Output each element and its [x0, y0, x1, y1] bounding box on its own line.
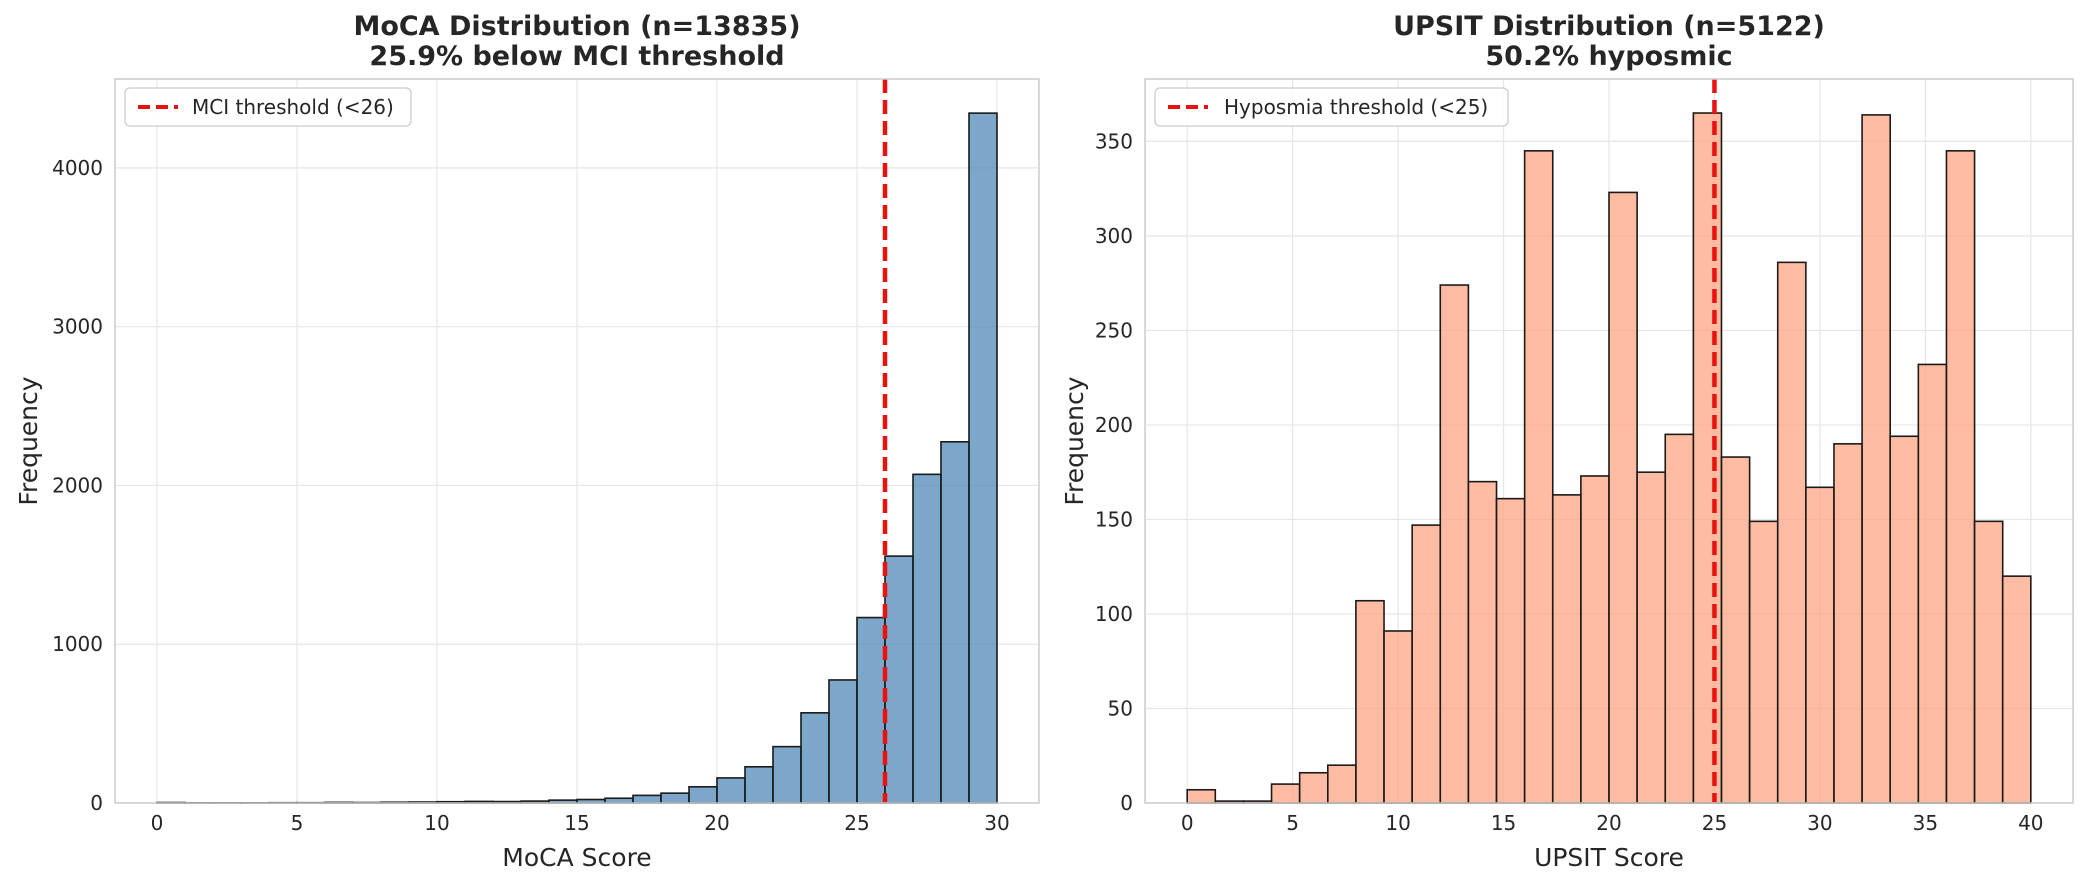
moca-bar [688, 786, 718, 804]
upsit-x-axis-label: UPSIT Score [1534, 843, 1684, 872]
upsit-bar [1805, 486, 1835, 804]
moca-bar [744, 765, 774, 804]
upsit-bar [1917, 363, 1948, 804]
upsit-bar [1748, 520, 1779, 804]
moca-y-tick-label: 1000 [52, 632, 103, 656]
upsit-bar [1523, 150, 1554, 804]
upsit-bar [1608, 191, 1638, 804]
moca-x-tick-label: 5 [291, 811, 304, 835]
moca-x-tick-label: 25 [844, 811, 869, 835]
upsit-bar [1439, 284, 1470, 804]
upsit-x-tick-label: 15 [1491, 811, 1516, 835]
upsit-bar [1467, 480, 1498, 804]
upsit-bar [1383, 630, 1413, 804]
upsit-bar [1411, 524, 1442, 804]
upsit-y-tick-label: 300 [1095, 224, 1133, 248]
moca-y-tick-label: 2000 [52, 473, 103, 497]
upsit-bar [1973, 520, 2004, 804]
moca-legend-label: MCI threshold (<26) [192, 95, 394, 119]
upsit-bar [1833, 443, 1863, 804]
moca-bar [772, 745, 802, 804]
upsit-plot-frame [1144, 78, 2074, 804]
moca-chart-subtitle: 25.9% below MCI threshold [369, 41, 784, 72]
upsit-bar [1945, 150, 1976, 804]
moca-legend: MCI threshold (<26) [124, 87, 412, 127]
upsit-y-tick-label: 350 [1095, 129, 1133, 153]
upsit-bar [1692, 112, 1723, 804]
moca-bar [884, 555, 914, 804]
moca-x-tick-label: 15 [564, 811, 589, 835]
moca-x-axis-label: MoCA Score [502, 843, 651, 872]
moca-chart: MoCA Distribution (n=13835) 25.9% below … [14, 11, 1040, 872]
upsit-bar [1664, 433, 1695, 804]
upsit-bars [1186, 112, 2032, 804]
moca-x-tick-label: 20 [704, 811, 729, 835]
upsit-bar [1580, 475, 1610, 804]
moca-y-ticks: 0 1000 2000 3000 4000 [52, 156, 103, 815]
upsit-bar [1186, 788, 1217, 804]
moca-plot-frame [114, 78, 1040, 804]
upsit-bar [2001, 575, 2032, 804]
moca-bar [856, 616, 886, 804]
upsit-chart: UPSIT Distribution (n=5122) 50.2% hyposm… [1060, 11, 2074, 872]
moca-y-tick-label: 0 [90, 791, 103, 815]
moca-bar [660, 792, 690, 804]
upsit-y-axis-label: Frequency [1060, 376, 1089, 505]
moca-bar [716, 777, 746, 804]
moca-x-tick-label: 0 [151, 811, 164, 835]
upsit-bar [1355, 599, 1385, 804]
upsit-x-tick-label: 40 [2018, 811, 2043, 835]
upsit-bar [1889, 435, 1920, 804]
moca-bar [968, 112, 998, 804]
moca-y-axis-label: Frequency [14, 376, 43, 505]
upsit-y-ticks: 0 50 100 150 200 250 300 350 [1095, 129, 1133, 815]
upsit-y-tick-label: 100 [1095, 602, 1133, 626]
upsit-x-ticks: 0 5 10 15 20 25 30 35 40 [1181, 811, 2044, 835]
upsit-bar [1495, 497, 1526, 804]
upsit-x-tick-label: 20 [1596, 811, 1621, 835]
upsit-y-tick-label: 0 [1120, 791, 1133, 815]
upsit-bar [1861, 114, 1892, 804]
upsit-bar [1326, 764, 1357, 804]
upsit-x-tick-label: 0 [1181, 811, 1194, 835]
upsit-x-tick-label: 10 [1385, 811, 1410, 835]
moca-bars [156, 112, 998, 804]
moca-y-tick-label: 4000 [52, 156, 103, 180]
upsit-bar [1551, 494, 1582, 804]
upsit-y-tick-label: 200 [1095, 413, 1133, 437]
upsit-y-tick-label: 250 [1095, 318, 1133, 342]
moca-chart-title: MoCA Distribution (n=13835) [353, 11, 800, 42]
moca-x-tick-label: 30 [984, 811, 1009, 835]
moca-bar [828, 679, 858, 804]
upsit-x-tick-label: 5 [1286, 811, 1299, 835]
moca-bar [912, 473, 942, 804]
upsit-legend-label: Hyposmia threshold (<25) [1224, 95, 1488, 119]
upsit-bar [1636, 471, 1667, 804]
upsit-x-tick-label: 30 [1807, 811, 1832, 835]
upsit-bar [1298, 771, 1329, 804]
moca-legend-box [124, 87, 412, 127]
moca-x-ticks: 0 5 10 15 20 25 30 [151, 811, 1010, 835]
upsit-bar [1776, 261, 1807, 804]
upsit-bar [1270, 783, 1301, 804]
moca-bar [940, 440, 970, 804]
upsit-legend-box [1154, 87, 1509, 127]
upsit-chart-subtitle: 50.2% hyposmic [1485, 41, 1732, 72]
upsit-x-tick-label: 35 [1913, 811, 1938, 835]
moca-bar [800, 712, 830, 804]
moca-x-tick-label: 10 [424, 811, 449, 835]
upsit-bar [1720, 456, 1751, 804]
moca-y-tick-label: 3000 [52, 315, 103, 339]
upsit-chart-title: UPSIT Distribution (n=5122) [1393, 11, 1825, 42]
moca-bar [632, 794, 662, 804]
upsit-y-tick-label: 150 [1095, 507, 1133, 531]
upsit-y-tick-label: 50 [1108, 696, 1133, 720]
upsit-legend: Hyposmia threshold (<25) [1154, 87, 1509, 127]
upsit-x-tick-label: 25 [1702, 811, 1727, 835]
